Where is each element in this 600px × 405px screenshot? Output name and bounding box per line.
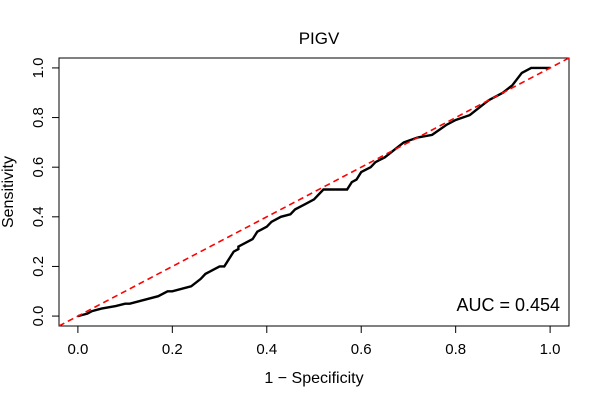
- x-tick-label: 0.6: [351, 341, 372, 358]
- y-tick-label: 1.0: [30, 57, 47, 78]
- roc-curve-line: [77, 66, 551, 318]
- x-tick-label: 1.0: [540, 341, 561, 358]
- y-tick-label: 0.8: [30, 107, 47, 128]
- plot-frame: [58, 57, 570, 327]
- y-tick-label: 0.4: [30, 206, 47, 227]
- x-tick-label: 0.0: [67, 341, 88, 358]
- x-axis-label: 1 − Specificity: [264, 370, 363, 387]
- y-axis-label: Sensitivity: [0, 156, 17, 228]
- auc-annotation: AUC = 0.454: [456, 295, 560, 315]
- plot-area: 0.0 0.2 0.4 0.6 0.8 1.0 0.0 0.2 0.4 0.6 0.8 1.0: [30, 57, 570, 358]
- x-tick-label: 0.2: [162, 341, 183, 358]
- reference-diagonal-line: [58, 57, 570, 327]
- y-tick-label: 0.0: [30, 306, 47, 327]
- y-tick-label: 0.6: [30, 157, 47, 178]
- x-tick-label: 0.8: [445, 341, 466, 358]
- x-tick-label: 0.4: [256, 341, 277, 358]
- chart-title: PIGV: [299, 29, 340, 48]
- y-tick-label: 0.2: [30, 256, 47, 277]
